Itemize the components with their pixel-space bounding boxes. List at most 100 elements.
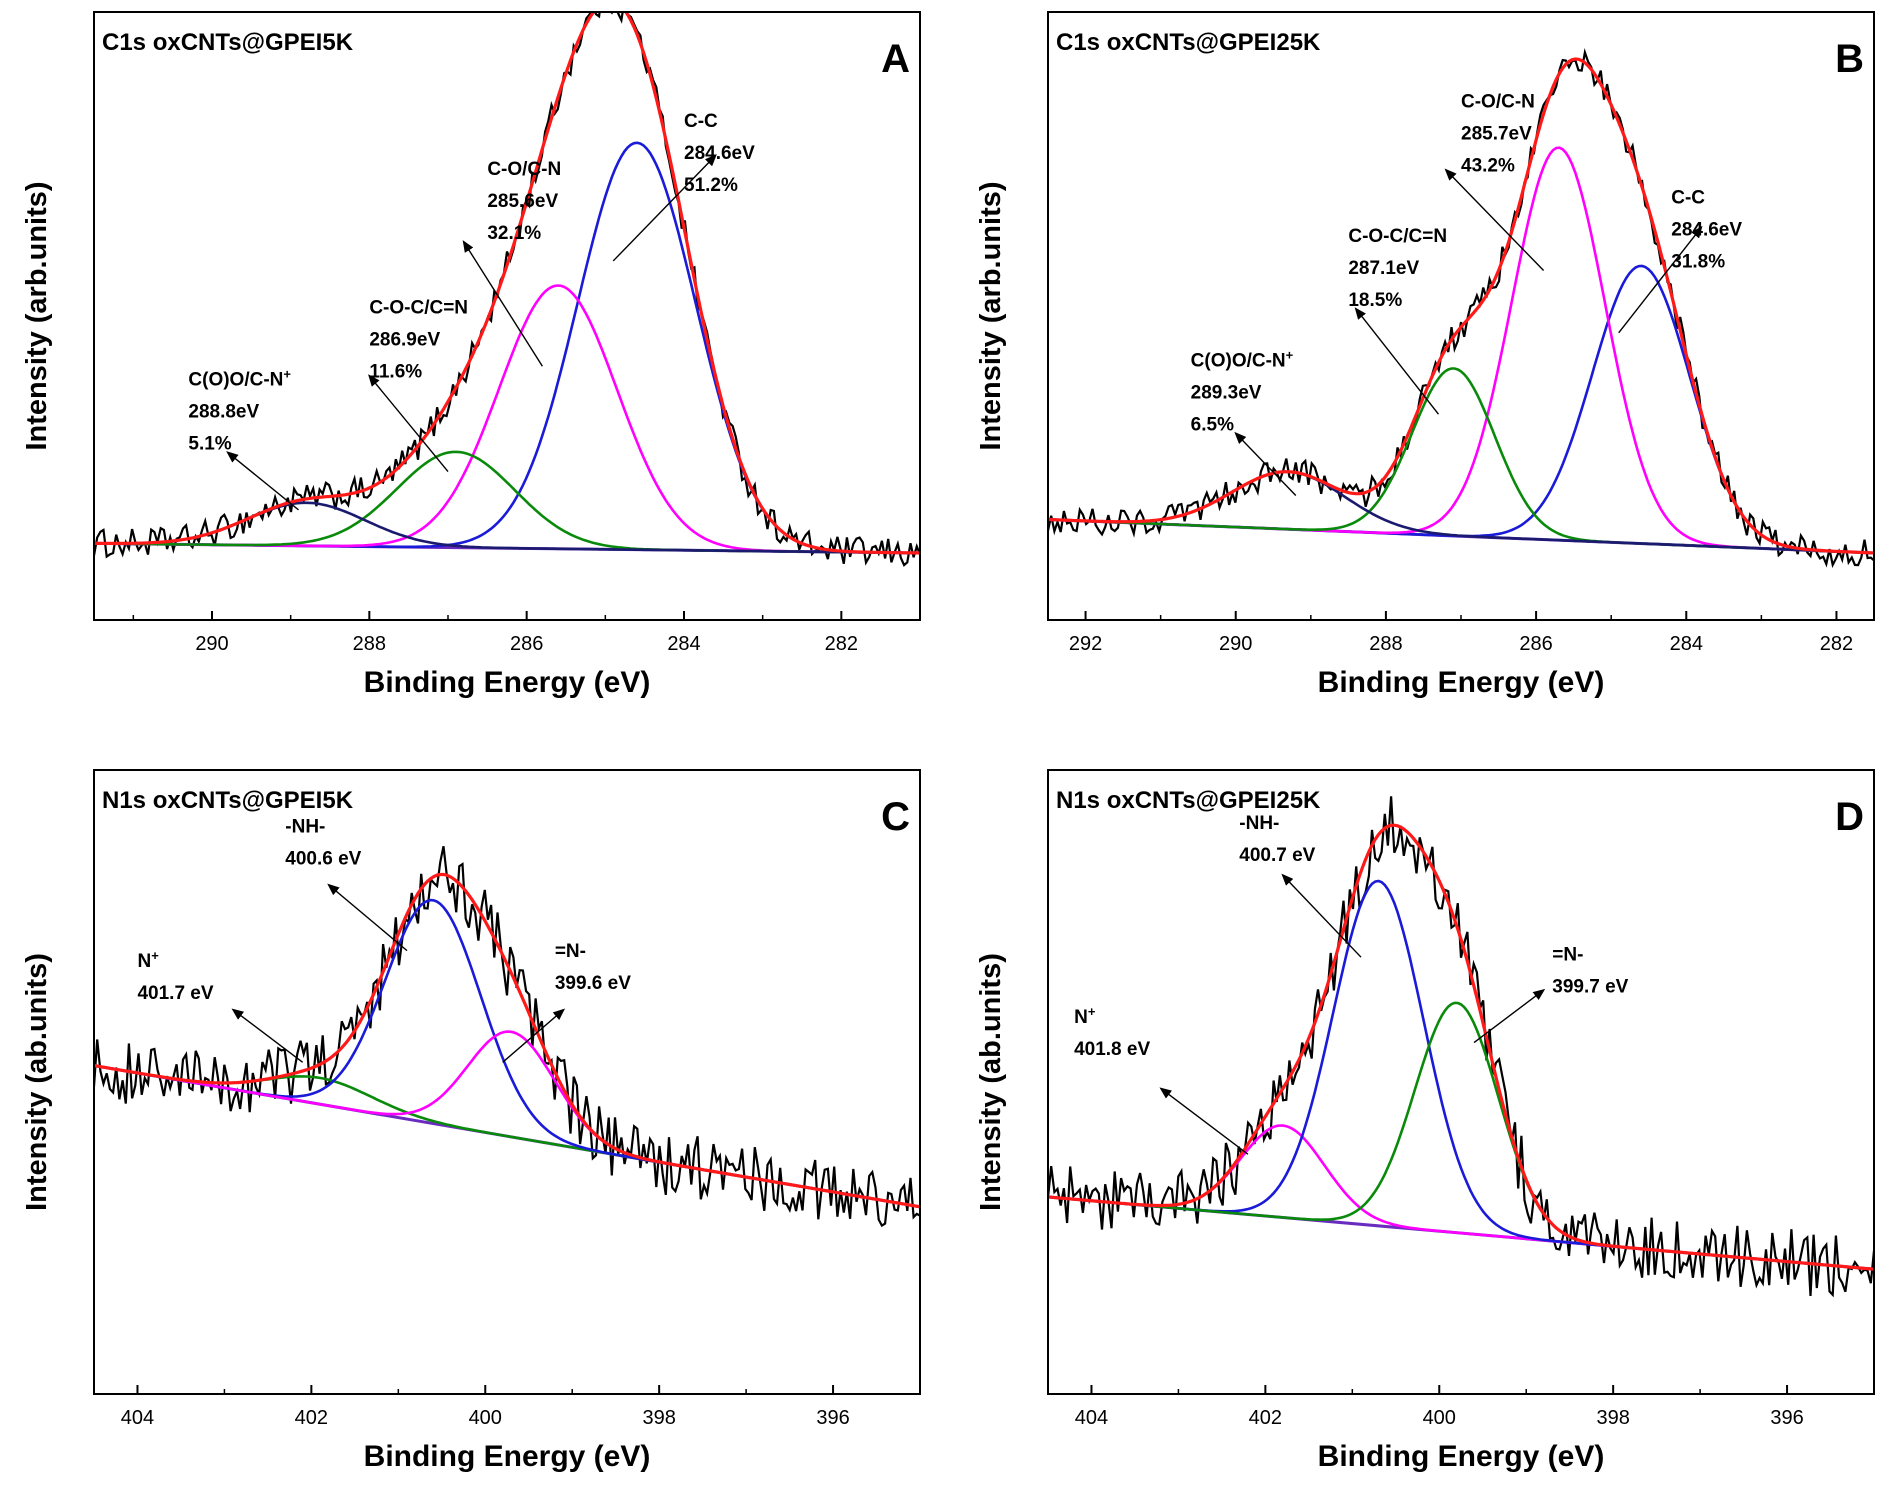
x-axis-label: Binding Energy (eV) xyxy=(1318,1440,1605,1473)
annotation-arrow xyxy=(502,1008,566,1063)
x-tick-label: 396 xyxy=(816,1407,849,1429)
x-tick-label: 404 xyxy=(121,1407,154,1429)
annotation-text: 284.6eV xyxy=(1671,219,1742,240)
annotation-text: C-C xyxy=(1671,187,1705,208)
peak-annotation-3: =N- 399.7 eV xyxy=(1473,944,1629,1044)
panel-letter: A xyxy=(881,37,910,81)
annotation-text: 32.1% xyxy=(487,223,541,244)
annotation-text: -NH- xyxy=(1239,813,1279,834)
annotation-text: 11.6% xyxy=(369,362,422,383)
plot-frame xyxy=(93,769,921,1395)
raw-data-line xyxy=(94,12,920,567)
annotation-arrow xyxy=(462,240,543,367)
plot-area xyxy=(94,845,920,1228)
annotation-arrow xyxy=(231,1008,304,1063)
annotation-text: N+ xyxy=(1074,1003,1096,1028)
peak-annotation-3: C-O-C/C=N 286.9eV 11.6% xyxy=(368,298,468,473)
x-tick-label: 288 xyxy=(353,633,386,655)
annotation-text: 401.8 eV xyxy=(1074,1039,1150,1060)
superscript: + xyxy=(283,366,291,381)
annotation-text: C(O)O/C-N+ xyxy=(188,366,291,391)
annotation-text: C-O/C-N xyxy=(1461,92,1535,113)
annotation-text: 6.5% xyxy=(1191,414,1234,435)
annotation-text: 289.3eV xyxy=(1191,382,1262,403)
peak-annotation-2: N+ 401.7 eV xyxy=(137,948,304,1063)
annotation-text: 400.6 eV xyxy=(285,848,361,869)
x-tick-label: 400 xyxy=(1423,1407,1456,1429)
annotation-text: C(O)O/C-N+ xyxy=(1191,347,1294,372)
component-peak-2 xyxy=(94,898,920,1209)
annotation-text: 285.7eV xyxy=(1461,124,1532,145)
envelope-fit-line xyxy=(1048,57,1874,555)
x-tick-label: 284 xyxy=(667,633,700,655)
component-peak-3 xyxy=(1048,1001,1874,1271)
x-axis-label: Binding Energy (eV) xyxy=(364,1440,651,1473)
annotation-text: 287.1eV xyxy=(1348,258,1419,279)
x-tick-label: 282 xyxy=(1820,633,1853,655)
panel-title: C1s oxCNTs@GPEI5K xyxy=(102,29,354,56)
x-axis-label: Binding Energy (eV) xyxy=(1318,666,1605,699)
panel-letter: D xyxy=(1835,795,1864,839)
superscript: + xyxy=(151,948,159,963)
x-tick-label: 288 xyxy=(1369,633,1402,655)
peak-annotation-1: -NH- 400.7 eV xyxy=(1239,813,1362,958)
annotation-arrow xyxy=(1234,431,1297,497)
panel-title: N1s oxCNTs@GPEI25K xyxy=(1056,787,1321,814)
plot-area xyxy=(1048,48,1874,569)
x-tick-label: 284 xyxy=(1670,633,1703,655)
annotation-arrow xyxy=(327,883,408,952)
annotation-text: N+ xyxy=(137,948,159,973)
raw-data-line xyxy=(1048,48,1874,569)
y-axis-label: Intensity (ab.units) xyxy=(975,953,1007,1211)
x-tick-label: 290 xyxy=(1219,633,1252,655)
peak-annotation-3: C-O-C/C=N 287.1eV 18.5% xyxy=(1348,226,1447,415)
x-axis-label: Binding Energy (eV) xyxy=(364,666,651,699)
x-tick-label: 286 xyxy=(510,633,543,655)
panel-letter: C xyxy=(881,795,910,839)
panel-b: 292 290 288 286 284 282 Binding Energy (eV) Int… xyxy=(975,11,1875,699)
annotation-text: 400.7 eV xyxy=(1239,845,1315,866)
annotation-text: 51.2% xyxy=(684,175,738,196)
annotation-text: 43.2% xyxy=(1461,156,1515,177)
x-tick-label: 402 xyxy=(295,1407,328,1429)
annotation-arrow xyxy=(1444,168,1545,272)
component-peak-1 xyxy=(1048,264,1874,555)
plot-frame xyxy=(93,11,921,621)
annotation-text: -NH- xyxy=(285,816,325,837)
annotation-arrow xyxy=(1354,307,1440,415)
envelope-fit-line xyxy=(94,12,920,555)
annotation-arrow xyxy=(1618,225,1703,334)
x-tick-label: 290 xyxy=(195,633,228,655)
annotation-arrow xyxy=(226,451,299,511)
panel-title: N1s oxCNTs@GPEI5K xyxy=(102,787,354,814)
plot-frame xyxy=(1047,769,1875,1395)
annotation-arrow xyxy=(612,154,717,262)
peak-annotation-1: -NH- 400.6 eV xyxy=(285,816,408,952)
x-tick-label: 286 xyxy=(1519,633,1552,655)
annotation-text: C-O-C/C=N xyxy=(1348,226,1447,247)
envelope-fit-line xyxy=(94,872,920,1209)
panel-a: 290 288 286 284 282 Binding Energy (eV) Intens… xyxy=(21,11,921,699)
component-peak-4 xyxy=(1048,470,1874,555)
component-peak-2 xyxy=(1048,146,1874,555)
annotation-arrow xyxy=(368,374,449,473)
raw-data-line xyxy=(1048,796,1874,1298)
annotation-text: 399.6 eV xyxy=(555,973,631,994)
annotation-text: 288.8eV xyxy=(188,401,259,422)
plot-area xyxy=(94,12,920,567)
annotation-arrow xyxy=(1159,1087,1249,1155)
annotation-text: 286.9eV xyxy=(369,330,440,351)
annotation-text: C-O-C/C=N xyxy=(369,298,468,319)
annotation-arrow xyxy=(1473,988,1546,1044)
annotation-text: 18.5% xyxy=(1348,290,1402,311)
plot-area xyxy=(1048,796,1874,1298)
annotation-text: 5.1% xyxy=(188,433,231,454)
raw-data-line xyxy=(94,845,920,1228)
peak-annotation-1: C-C 284.6eV 31.8% xyxy=(1618,187,1742,334)
x-tick-label: 402 xyxy=(1249,1407,1282,1429)
peak-annotation-2: N+ 401.8 eV xyxy=(1074,1003,1249,1155)
x-tick-label: 398 xyxy=(642,1407,675,1429)
panel-c: 404 402 400 398 396 Binding Energy (eV) Intens… xyxy=(21,769,921,1473)
x-tick-label: 282 xyxy=(825,633,858,655)
